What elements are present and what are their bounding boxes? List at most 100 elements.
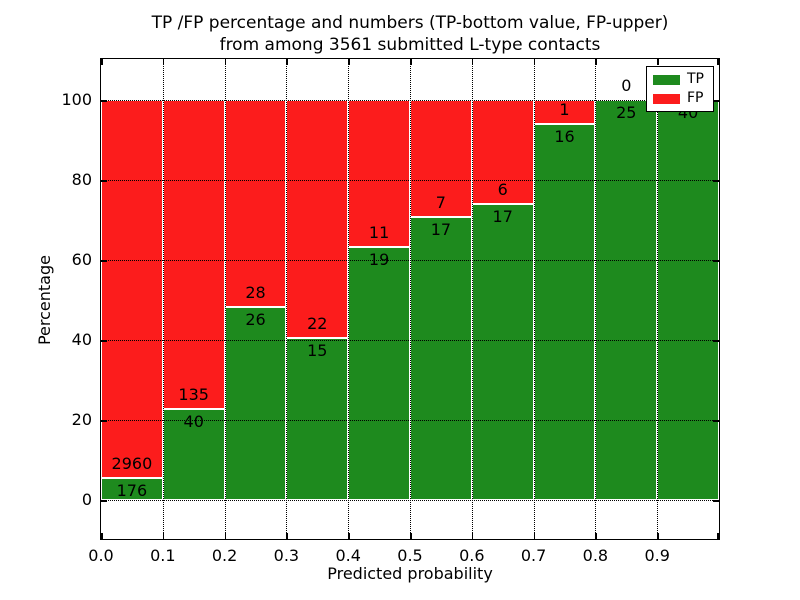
x-tick-label: 0.0 <box>88 546 114 565</box>
x-axis-tick-top <box>224 59 227 65</box>
fp-count-label: 0 <box>621 76 632 95</box>
tp-legend-label: TP <box>687 71 704 87</box>
tp-count-label: 15 <box>307 340 328 360</box>
x-axis-tick-top <box>471 59 474 65</box>
x-axis-tick <box>595 533 597 539</box>
x-axis-tick <box>286 533 288 539</box>
chart-title-line2: from among 3561 submitted L-type contact… <box>219 35 601 55</box>
tp-bar-segment <box>657 100 719 500</box>
plot-area: 296017613540282622151119717617116025040 … <box>100 58 720 540</box>
x-tick-label: 0.1 <box>150 546 176 565</box>
tp-bar-segment <box>224 307 287 500</box>
fp-bar-segment <box>162 100 225 409</box>
fp-count-label: 2960 <box>111 453 153 473</box>
tp-count-label: 26 <box>245 310 266 330</box>
y-tick-label: 100 <box>61 90 92 109</box>
x-axis-tick-top <box>595 59 597 65</box>
legend: TP FP <box>646 66 714 112</box>
y-tick-label: 80 <box>71 170 92 189</box>
v-gridline <box>286 59 288 539</box>
tp-bar-segment <box>162 408 225 500</box>
x-axis-tick <box>348 533 350 539</box>
fp-legend-swatch <box>653 93 680 104</box>
fp-bar-segment <box>348 100 410 247</box>
fp-count-label: 11 <box>368 222 390 242</box>
tp-bar-segment <box>286 337 349 500</box>
fp-bar-segment <box>224 100 287 308</box>
tp-count-label: 17 <box>492 207 513 227</box>
v-gridline <box>410 59 411 539</box>
fp-count-label: 135 <box>178 384 209 404</box>
fp-legend-label: FP <box>687 90 704 106</box>
x-tick-label: 0.4 <box>335 546 361 565</box>
x-tick-label: 0.2 <box>211 546 238 565</box>
x-axis-tick-top <box>286 59 288 65</box>
y-tick-label: 60 <box>71 250 92 269</box>
fp-bar-segment <box>101 100 163 478</box>
fp-count-label: 1 <box>559 99 570 119</box>
x-axis-tick <box>717 533 719 539</box>
v-gridline <box>595 59 597 539</box>
fp-count-label: 22 <box>307 313 328 333</box>
x-tick-label: 0.7 <box>520 546 547 565</box>
x-tick-label: 0.5 <box>397 546 423 565</box>
x-axis-tick <box>101 533 103 539</box>
x-axis-tick-top <box>657 59 659 65</box>
y-axis-tick <box>101 500 107 502</box>
x-axis-tick <box>471 533 474 539</box>
tp-count-label: 16 <box>554 126 575 146</box>
y-axis-tick-right <box>713 500 719 502</box>
y-axis-tick <box>101 340 107 342</box>
x-tick-label: 0.8 <box>582 546 609 565</box>
x-axis-tick-top <box>162 59 165 65</box>
y-axis-tick-right <box>713 260 719 262</box>
x-axis-tick-top <box>101 59 103 65</box>
y-axis-tick <box>101 260 107 262</box>
y-axis-tick <box>101 420 107 422</box>
tp-legend-swatch <box>653 74 680 85</box>
fp-bar-segment <box>286 100 349 338</box>
y-axis-tick-right <box>713 180 719 182</box>
tp-bar-segment <box>595 100 658 500</box>
y-axis-tick-right <box>713 100 719 102</box>
y-axis-tick-right <box>713 420 719 422</box>
x-axis-tick-top <box>717 59 719 65</box>
tp-count-label: 17 <box>430 219 452 239</box>
x-axis-tick <box>224 533 227 539</box>
x-tick-label: 0.9 <box>644 546 670 565</box>
fp-count-label: 7 <box>435 192 446 212</box>
v-gridline <box>471 59 473 539</box>
x-axis-tick-top <box>533 59 536 65</box>
y-axis-tick-right <box>713 340 719 342</box>
x-axis-tick <box>410 533 412 539</box>
x-axis-tick <box>162 533 165 539</box>
v-gridline <box>162 59 164 539</box>
legend-item-fp: FP <box>653 91 713 106</box>
tp-bar-segment <box>101 477 163 500</box>
x-axis-tick <box>657 533 659 539</box>
y-tick-label: 40 <box>71 330 92 349</box>
fp-count-label: 28 <box>245 283 266 303</box>
x-axis-tick-top <box>410 59 412 65</box>
tp-count-label: 40 <box>183 411 204 431</box>
tp-count-label: 19 <box>368 249 390 269</box>
tp-count-label: 25 <box>616 103 637 122</box>
tp-bar-segment <box>348 246 410 500</box>
x-axis-label: Predicted probability <box>327 564 493 583</box>
y-axis-label: Percentage <box>35 255 54 346</box>
v-gridline <box>657 59 659 539</box>
x-tick-label: 0.3 <box>273 546 300 565</box>
y-axis-tick <box>101 180 107 182</box>
v-gridline <box>533 59 535 539</box>
chart-title: TP /FP percentage and numbers (TP-bottom… <box>60 12 760 56</box>
tp-count-label: 176 <box>116 480 148 500</box>
tp-bar-segment <box>471 204 534 500</box>
tp-bar-segment <box>533 123 596 500</box>
v-gridline <box>224 59 226 539</box>
chart-title-line1: TP /FP percentage and numbers (TP-bottom… <box>151 13 669 33</box>
x-tick-label: 0.6 <box>459 546 485 565</box>
v-gridline <box>348 59 350 539</box>
y-tick-label: 0 <box>81 490 92 509</box>
x-axis-tick-top <box>348 59 350 65</box>
